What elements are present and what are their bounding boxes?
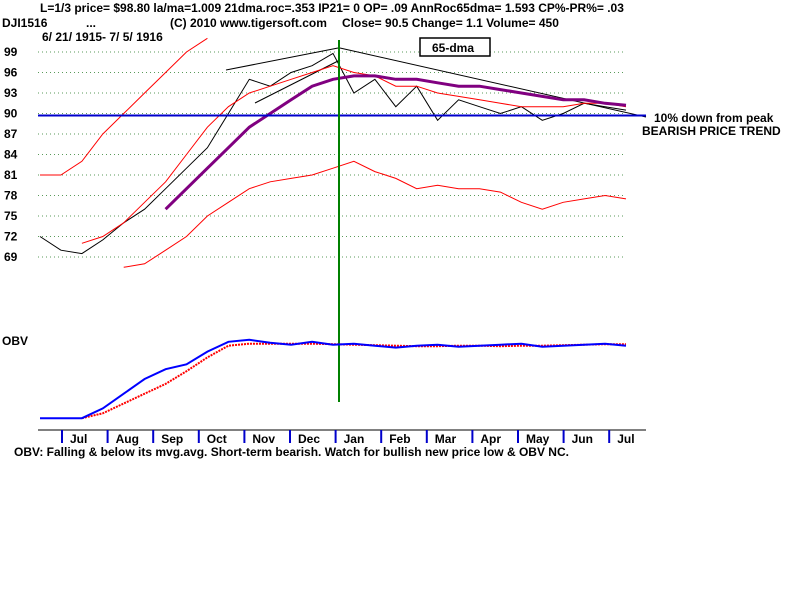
bearish-trend-note: BEARISH PRICE TREND <box>642 124 781 138</box>
y-tick-label: 72 <box>4 230 18 244</box>
obv-moving-average <box>81 342 626 420</box>
y-tick-label: 81 <box>4 168 18 182</box>
obv-series <box>40 338 627 420</box>
month-label: Oct <box>207 432 227 446</box>
series-65-dma <box>164 74 627 211</box>
month-label: Jul <box>617 432 634 446</box>
y-tick-label: 99 <box>4 45 18 59</box>
falling-resistance-trendline <box>339 47 647 118</box>
series-upper-band <box>40 37 208 176</box>
month-label: Feb <box>389 432 410 446</box>
month-label: Aug <box>116 432 139 446</box>
series-lower-band <box>123 160 627 268</box>
month-label: May <box>526 432 550 446</box>
month-label: Sep <box>161 432 183 446</box>
month-label: Jun <box>572 432 593 446</box>
price-series <box>39 37 627 268</box>
month-label: Dec <box>298 432 320 446</box>
ten-pct-note: 10% down from peak <box>654 111 774 125</box>
obv-line <box>40 338 627 420</box>
rising-wedge-upper-trendline <box>225 47 339 71</box>
y-tick-label: 75 <box>4 209 18 223</box>
month-label: Apr <box>480 432 501 446</box>
copyright-label: (C) 2010 www.tigersoft.com <box>170 16 327 30</box>
month-axis: Jul Aug Sep Oct Nov Dec Jan Feb Mar Apr May Jun Jul <box>61 430 635 446</box>
header-indicators: L=1/3 price= $98.80 la/ma=1.009 21dma.ro… <box>40 1 624 15</box>
dma-label: 65-dma <box>432 41 474 55</box>
y-tick-label: 96 <box>4 66 18 80</box>
y-tick-label: 84 <box>4 148 18 162</box>
month-label: Mar <box>435 432 457 446</box>
price-axis: 99 96 93 90 87 84 81 78 75 72 69 <box>4 45 18 264</box>
rising-wedge-lower-trendline <box>254 59 341 104</box>
y-tick-label: 93 <box>4 86 18 100</box>
price-gridlines <box>38 51 626 258</box>
obv-commentary: OBV: Falling & below its mvg.avg. Short-… <box>14 445 569 459</box>
month-label: Jul <box>70 432 87 446</box>
obv-label: OBV <box>2 334 28 348</box>
date-range: 6/ 21/ 1915- 7/ 5/ 1916 <box>42 30 163 44</box>
y-tick-label: 87 <box>4 127 18 141</box>
y-tick-label: 90 <box>4 107 18 121</box>
ticker-label: DJI1516 <box>2 16 48 30</box>
y-tick-label: 78 <box>4 189 18 203</box>
month-label: Nov <box>252 432 275 446</box>
series-price <box>39 52 627 255</box>
series-21-dma <box>81 65 627 244</box>
header-dots: ... <box>86 16 96 30</box>
close-change-volume: Close= 90.5 Change= 1.1 Volume= 450 <box>342 16 559 30</box>
y-tick-label: 69 <box>4 250 18 264</box>
month-label: Jan <box>344 432 365 446</box>
dma-label-box <box>419 37 491 57</box>
